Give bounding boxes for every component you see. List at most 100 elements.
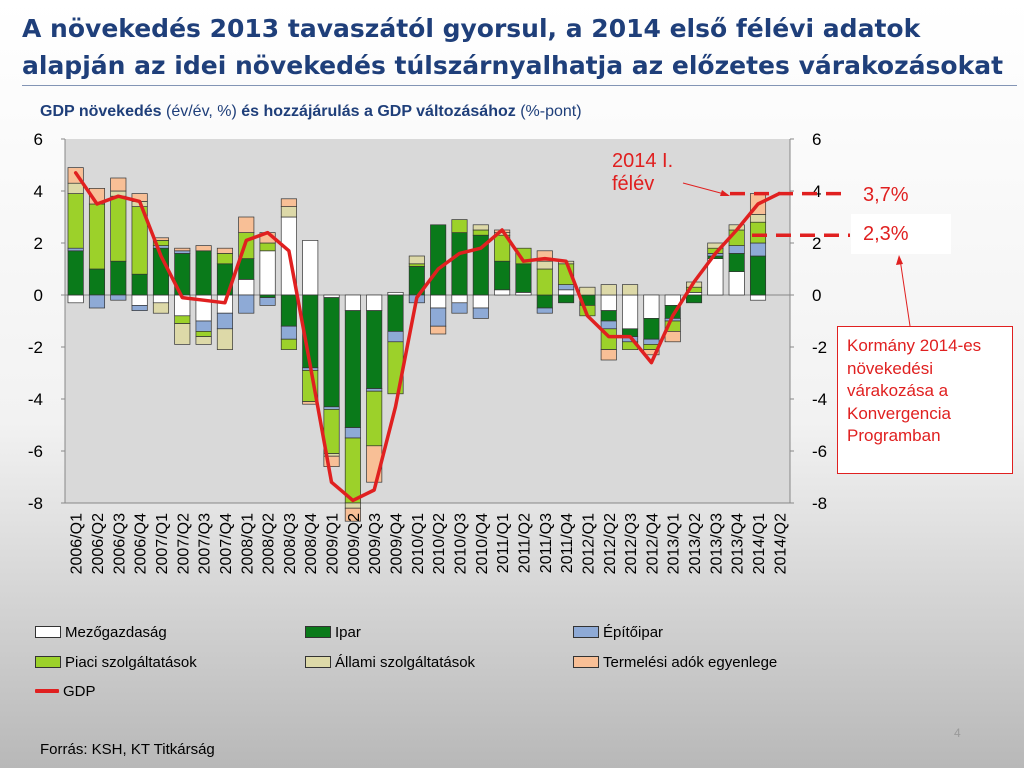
gdp-point — [586, 314, 589, 317]
x-tick-label: 2008/Q2 — [261, 513, 278, 574]
legend-item-allami: Állami szolgáltatások — [305, 654, 475, 671]
bar-piaci — [344, 437, 361, 504]
x-tick-label: 2006/Q4 — [133, 513, 150, 574]
bar-ipar — [323, 297, 340, 408]
bar-mezogazdasag — [622, 294, 639, 330]
bar-mezogazdasag — [366, 294, 383, 311]
bar-piaci — [451, 219, 468, 233]
gov-expectation-box: Kormány 2014-es növekedési várakozása a … — [837, 326, 1013, 474]
x-tick-label: 2008/Q3 — [282, 513, 299, 574]
x-tick-label: 2013/Q4 — [730, 513, 747, 574]
callout-arrowhead-2014-h1 — [720, 190, 730, 196]
bar-piaci — [536, 268, 553, 296]
bar-allami — [472, 224, 489, 231]
bar-epitoipar — [174, 250, 191, 254]
bar-termelesi — [110, 177, 127, 192]
bar-epitoipar — [387, 331, 404, 343]
x-tick-label: 2007/Q4 — [218, 513, 235, 574]
gdp-point — [287, 249, 291, 252]
source-note: Forrás: KSH, KT Titkárság — [40, 741, 215, 758]
bar-termelesi — [344, 507, 361, 522]
callout-arrow-2014-h1 — [682, 182, 729, 196]
value-label-2-3: 2,3% — [851, 214, 951, 254]
chart-subtitle: GDP növekedés (év/év, %) és hozzájárulás… — [40, 103, 582, 121]
gdp-point — [415, 296, 419, 299]
bar-piaci — [216, 253, 233, 265]
value-label-3-7: 3,7% — [863, 184, 909, 206]
bar-piaci — [110, 195, 127, 262]
y-tick-label-left: -6 — [28, 442, 43, 461]
gdp-point — [138, 200, 141, 203]
x-tick-label: 2006/Q2 — [90, 513, 107, 574]
x-tick-label: 2009/Q3 — [367, 513, 384, 574]
legend-label-termelesi: Termelési adók egyenlege — [603, 654, 778, 671]
legend-item-epitoipar: Építőipar — [573, 624, 663, 641]
bar-ipar — [494, 260, 511, 291]
bar-mezogazdasag — [323, 294, 340, 298]
legend-swatch-mezogazdasag — [35, 626, 61, 639]
gdp-point — [74, 171, 77, 174]
gdp-point — [436, 267, 440, 271]
x-tick-label: 2014/Q2 — [772, 513, 789, 574]
bar-mezogazdasag — [749, 294, 767, 301]
bar-mezogazdasag — [238, 279, 255, 296]
bar-mezogazdasag — [472, 294, 489, 309]
gdp-point — [671, 314, 674, 317]
bar-epitoipar — [323, 406, 340, 410]
gdp-point — [330, 481, 333, 484]
bar-allami — [280, 206, 297, 218]
bar-ipar — [259, 294, 276, 298]
x-tick-label: 2009/Q2 — [346, 513, 363, 574]
gdp-point — [756, 202, 760, 206]
y-tick-label-left: -2 — [28, 338, 43, 357]
legend-label-gdp: GDP — [63, 683, 96, 700]
bar-mezogazdasag — [259, 250, 276, 296]
bar-mezogazdasag — [387, 292, 404, 296]
x-tick-label: 2006/Q3 — [111, 513, 128, 574]
y-tick-label-left: -8 — [28, 494, 43, 513]
gdp-point — [95, 202, 99, 206]
x-tick-label: 2013/Q1 — [666, 513, 683, 574]
x-tick-label: 2013/Q2 — [687, 513, 704, 574]
bar-epitoipar — [558, 284, 575, 291]
bar-epitoipar — [216, 312, 233, 330]
legend-item-gdp: GDP — [35, 683, 96, 700]
bar-ipar — [451, 232, 468, 296]
bar-mezogazdasag — [451, 294, 468, 304]
bar-mezogazdasag — [558, 289, 575, 296]
bar-epitoipar — [131, 305, 148, 311]
bar-ipar — [643, 318, 660, 340]
bar-mezogazdasag — [515, 292, 532, 296]
gdp-line — [73, 171, 782, 503]
bar-mezogazdasag — [131, 294, 148, 306]
y-tick-label-right: -2 — [812, 338, 827, 357]
x-tick-label: 2011/Q2 — [517, 513, 534, 573]
bar-allami — [579, 286, 596, 296]
bar-epitoipar — [728, 245, 745, 254]
bar-mezogazdasag — [707, 258, 724, 296]
bar-ipar — [110, 260, 127, 296]
x-tick-label: 2006/Q1 — [69, 513, 86, 574]
bar-allami — [749, 214, 767, 223]
bar-piaci — [195, 331, 212, 337]
bar-mezogazdasag — [494, 289, 511, 296]
subtitle-part-1: GDP növekedés — [40, 103, 162, 120]
x-tick-label: 2011/Q3 — [538, 513, 555, 573]
bar-allami — [344, 502, 361, 509]
bar-mezogazdasag — [344, 294, 361, 311]
gdp-point — [181, 296, 184, 299]
bar-termelesi — [430, 325, 447, 335]
subtitle-part-3: és hozzájárulás a GDP változásához — [241, 103, 516, 120]
bar-termelesi — [600, 349, 617, 361]
bar-mezogazdasag — [643, 294, 660, 319]
x-tick-label: 2011/Q4 — [559, 513, 576, 573]
bar-epitoipar — [195, 320, 212, 332]
bar-mezogazdasag — [302, 240, 319, 296]
bar-epitoipar — [88, 294, 106, 309]
gdp-point — [628, 335, 632, 338]
bar-allami — [408, 255, 425, 265]
x-tick-label: 2012/Q4 — [644, 513, 661, 574]
x-tick-label: 2008/Q4 — [303, 513, 320, 574]
gdp-point — [351, 499, 355, 502]
